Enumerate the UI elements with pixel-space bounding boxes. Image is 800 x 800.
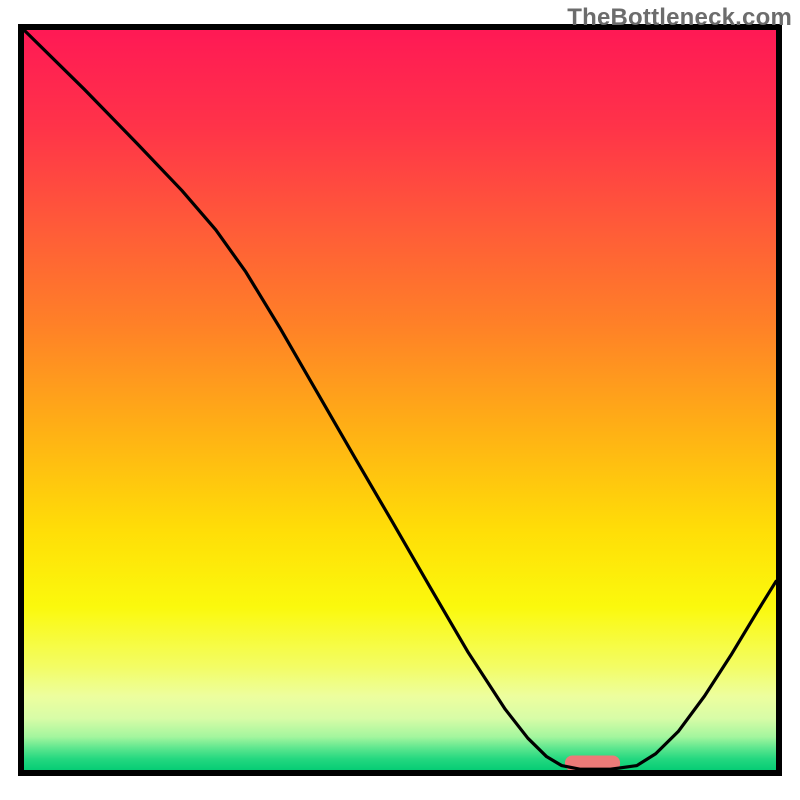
chart-stage: TheBottleneck.com	[0, 0, 800, 800]
bottleneck-chart	[0, 0, 800, 800]
watermark-text: TheBottleneck.com	[567, 4, 792, 32]
